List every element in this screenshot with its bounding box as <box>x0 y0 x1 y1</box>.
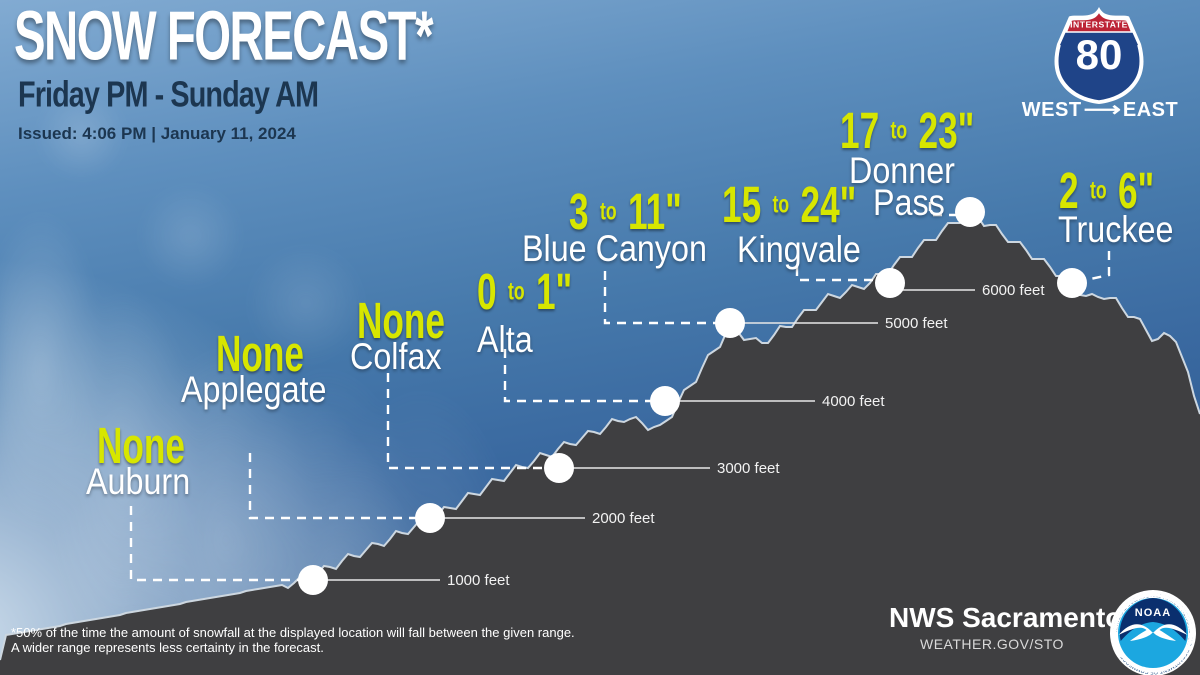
svg-text:NOAA: NOAA <box>1135 607 1171 619</box>
svg-text:6000 feet: 6000 feet <box>982 282 1045 299</box>
svg-text:80: 80 <box>1076 31 1123 78</box>
svg-text:4000 feet: 4000 feet <box>822 393 885 410</box>
svg-text:3000 feet: 3000 feet <box>717 460 780 477</box>
svg-text:1000 feet: 1000 feet <box>447 572 510 589</box>
svg-text:2000 feet: 2000 feet <box>592 510 655 527</box>
svg-text:INTERSTATE: INTERSTATE <box>1070 20 1128 30</box>
svg-text:5000 feet: 5000 feet <box>885 315 948 332</box>
